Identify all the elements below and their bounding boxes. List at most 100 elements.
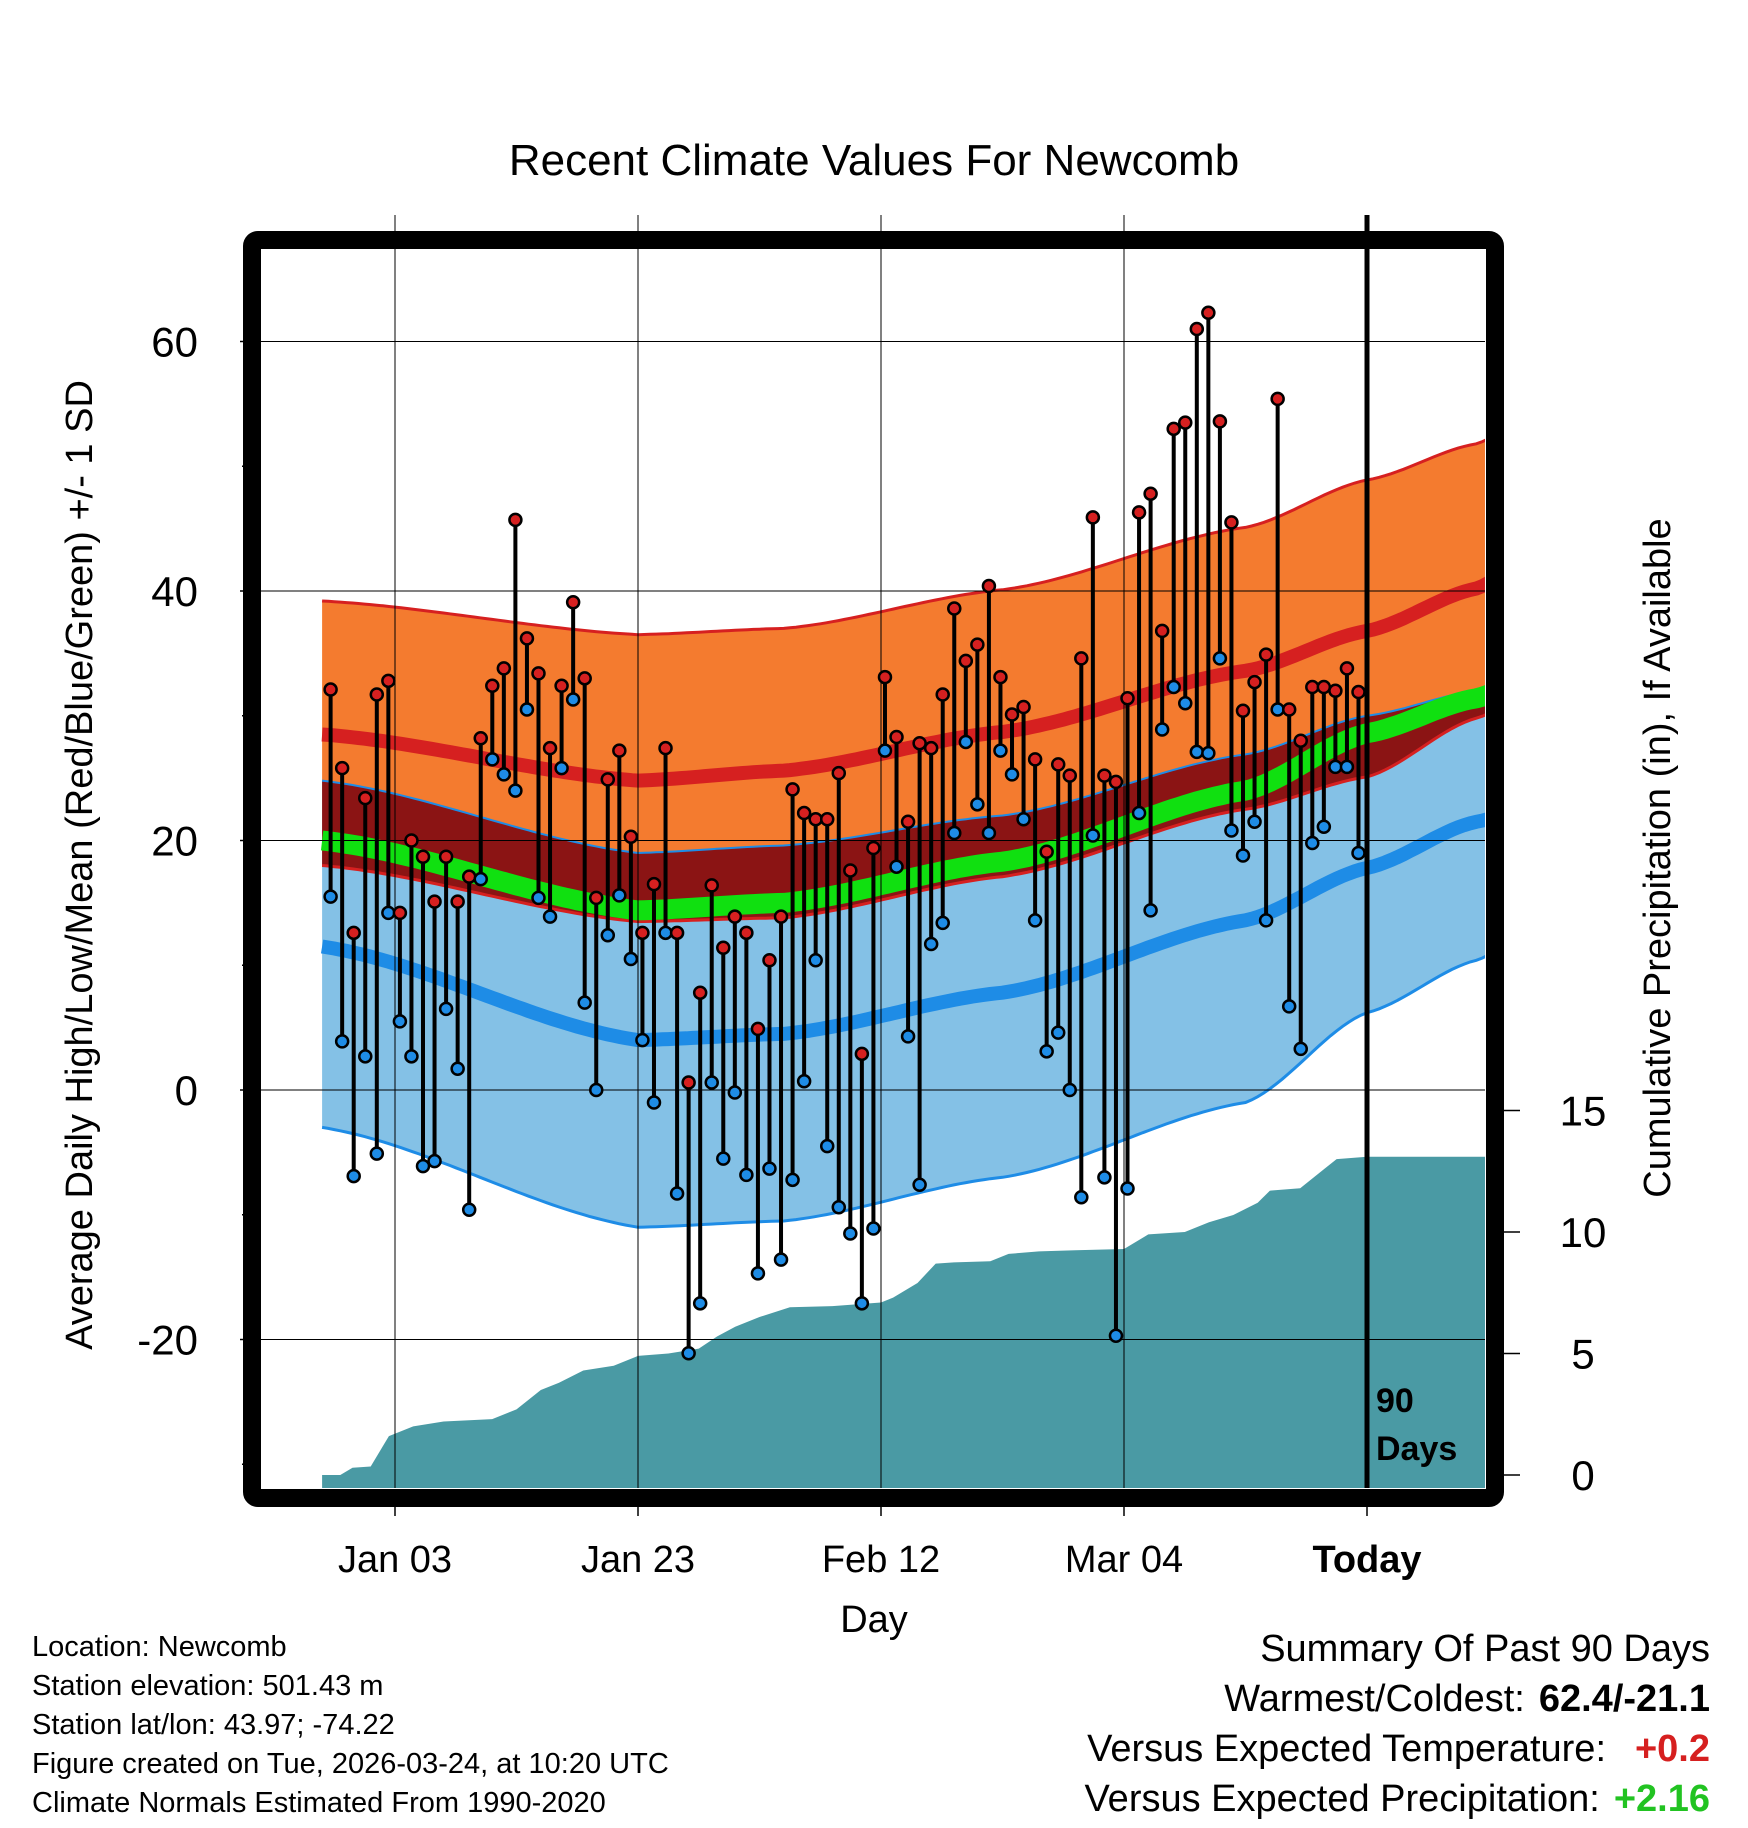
daily-high-point [1004,707,1020,722]
daily-high-point [831,765,847,781]
summary-heading: Summary Of Past 90 Days [1260,1628,1710,1670]
y-tick-label: 60 [151,319,198,366]
daily-low-point [1027,913,1043,928]
daily-low-point [1293,1041,1308,1057]
y2-tick-label: 5 [1571,1331,1594,1378]
daily-low-point [612,888,627,903]
daily-high-point [1305,679,1320,695]
daily-low-point [1258,913,1274,928]
daily-high-point [658,740,673,756]
y2-tick-label: 10 [1560,1209,1607,1256]
daily-high-point [1074,651,1089,666]
daily-low-point [750,1266,766,1281]
daily-low-point [773,1252,789,1267]
daily-high-point [1097,768,1112,783]
daily-low-point [565,692,581,707]
temp-departure-label: Versus Expected Temperature: [1087,1728,1606,1770]
daily-low-point [1074,1190,1089,1205]
daily-low-point [831,1200,847,1215]
daily-high-point [843,863,858,878]
daily-low-point [993,743,1008,758]
today-days-count: 90 [1376,1382,1414,1420]
x-tick-label: Today [1312,1539,1421,1581]
daily-low-point [704,1075,719,1090]
daily-low-point [808,953,823,968]
daily-high-point [681,1075,696,1090]
daily-high-point [496,661,512,676]
daily-low-point [877,743,893,758]
y-axis-title: Average Daily High/Low/Mean (Red/Blue/Gr… [59,380,101,1350]
daily-low-point [334,1034,350,1049]
y-tick-label: 20 [151,818,198,865]
daily-low-point [1316,819,1332,835]
latlon-text: Station lat/lon: 43.97; -74.22 [32,1709,395,1741]
x-tick-label: Feb 12 [822,1539,940,1581]
daily-high-point [600,772,616,787]
daily-low-point [415,1158,431,1174]
warmest-value: 62.4/-21.1 [1538,1678,1710,1720]
daily-high-point [993,669,1008,685]
daily-high-point [889,729,904,745]
daily-low-point [1339,759,1355,775]
daily-observations [323,305,1366,1361]
daily-low-point [623,951,639,967]
today-days-label: Days [1376,1430,1457,1468]
daily-low-point [542,909,558,924]
daily-low-point [796,1074,812,1089]
daily-high-point [438,849,454,864]
daily-high-point [854,1046,870,1062]
daily-high-point [1050,757,1066,772]
daily-low-point [1050,1025,1066,1040]
daily-low-point [669,1186,685,1201]
daily-low-point [970,797,985,812]
daily-high-point [577,671,592,686]
daily-low-point [716,1151,731,1166]
daily-high-point [1039,844,1054,859]
daily-high-point [819,812,835,827]
daily-low-point [1201,745,1216,761]
daily-high-point [1293,733,1308,748]
daily-low-point [923,936,939,952]
daily-high-point [1120,691,1135,706]
daily-low-point [935,915,950,931]
daily-high-point [334,760,350,776]
daily-high-point [1258,647,1274,662]
daily-high-point [692,985,708,1000]
daily-high-point [877,669,893,685]
daily-high-point [808,812,823,827]
daily-low-point [762,1161,777,1176]
daily-high-point [646,876,662,892]
daily-high-point [912,735,927,751]
daily-high-point [1339,661,1355,676]
chart-title: Recent Climate Values For Newcomb [508,136,1240,185]
daily-low-point [646,1095,662,1110]
daily-low-point [1281,999,1297,1014]
daily-low-point [1143,903,1158,918]
daily-low-point [681,1345,696,1361]
daily-high-point [323,682,338,697]
precip-departure-value: +2.16 [1613,1778,1710,1820]
daily-low-point [392,1014,408,1029]
daily-high-point [508,512,523,528]
daily-high-point [346,925,361,941]
daily-high-point [358,790,373,806]
daily-high-point [381,673,396,689]
daily-low-point [508,783,523,798]
y-tick-label: 0 [175,1067,198,1114]
daily-high-point [369,687,385,702]
daily-high-point [1201,305,1216,321]
daily-low-point [381,905,396,921]
daily-high-point [1328,683,1343,699]
daily-low-point [1178,696,1193,711]
daily-low-point [1247,814,1262,830]
daily-high-point [392,905,408,921]
daily-low-point [346,1168,361,1184]
daily-high-point [866,840,881,856]
created-text: Figure created on Tue, 2026-03-24, at 10… [32,1748,669,1780]
daily-high-point [565,594,581,610]
daily-low-point [692,1296,708,1311]
daily-high-point [1062,768,1078,783]
daily-low-point [854,1296,870,1311]
plot-frame [243,231,1504,1507]
